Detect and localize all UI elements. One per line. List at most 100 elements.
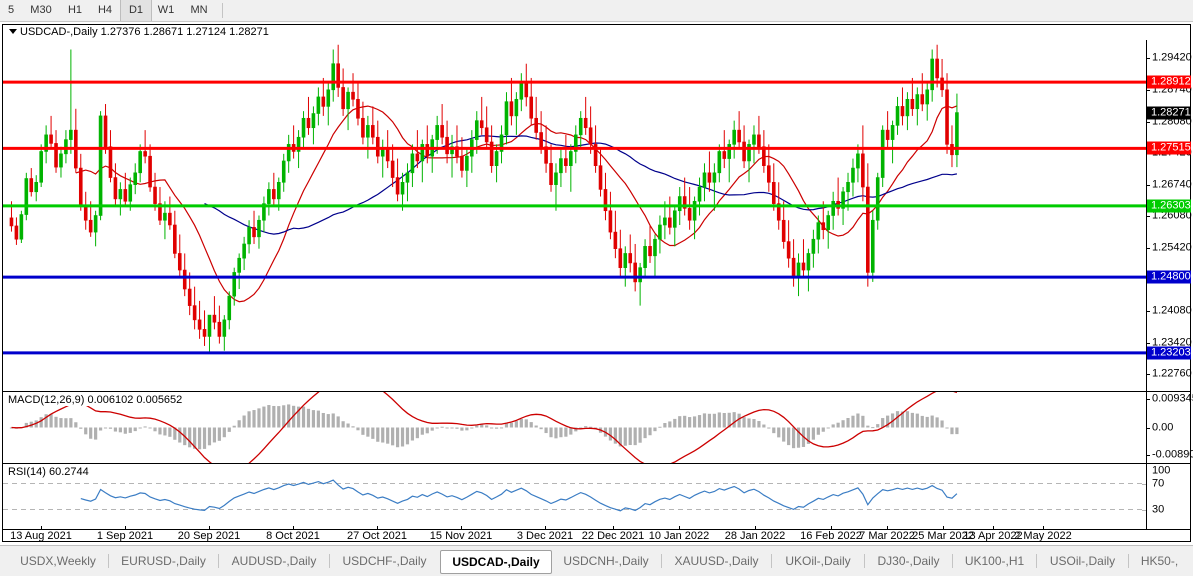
candle-body [762,146,766,166]
price-tick-mark [1147,342,1150,344]
macd-histogram-bar [252,410,256,428]
timeframe-m30[interactable]: M30 [30,4,52,16]
macd-histogram-bar [821,427,825,432]
candle-body [460,155,464,171]
tab-separator [771,554,772,568]
candle-body [816,222,821,240]
macd-histogram-bar [301,406,306,428]
candle-body [405,172,410,183]
price-tick: 1.22760 [1152,367,1192,380]
timeframe-mn[interactable]: MN [190,4,208,16]
chart-tab-usoildaily[interactable]: USOil-,Daily [1049,554,1116,568]
chart-tab-uk100h1[interactable]: UK100-,H1 [964,554,1025,568]
candle-body [499,134,504,152]
macd-histogram-bar [940,420,944,428]
macd-histogram-bar [197,427,202,450]
price-label-resistance-2[interactable]: 1.27515 [1147,141,1191,155]
price-label-support-1[interactable]: 1.24800 [1147,270,1191,284]
macd-histogram-bar [425,427,429,434]
macd-histogram-bar [133,427,137,432]
price-label-resistance-1[interactable]: 1.28912 [1147,75,1191,89]
timeframe-5[interactable]: 5 [7,4,15,16]
candle-body [93,215,98,233]
candle-body [514,98,519,117]
rsi-plot-area[interactable] [3,464,1146,529]
price-tick: 1.26740 [1152,178,1192,191]
macd-histogram-bar [490,427,494,429]
price-plot-area[interactable] [3,40,1146,391]
candle-body [148,155,152,188]
macd-tick-mark [1147,454,1150,456]
macd-histogram-bar [866,425,870,428]
candle-body [311,113,316,129]
candle-body [767,165,771,183]
price-label-current-price[interactable]: 1.28271 [1147,106,1191,120]
macd-histogram-bar [955,427,959,435]
macd-plot-area[interactable] [3,392,1146,463]
chart-tab-xauusddaily[interactable]: XAUUSD-,Daily [674,554,759,568]
chart-tab-usdcaddaily[interactable]: USDCAD-,Daily [440,550,552,574]
candle-body [217,321,222,337]
chart-tab-hk50[interactable]: HK50-, [1140,554,1179,568]
macd-histogram-bar [148,427,152,429]
candle-body [257,219,261,238]
timeframe-d1[interactable]: D1 [120,0,152,21]
macd-histogram-bar [945,427,949,429]
macd-histogram-bar [178,427,182,443]
macd-histogram-bar [138,427,142,429]
candle-body [687,208,692,221]
candle-body [920,94,925,105]
chart-tab-usdcnhdaily[interactable]: USDCNH-,Daily [563,554,649,568]
candle-body [549,163,553,185]
macd-histogram-bar [69,418,73,428]
macd-histogram-bar [688,417,692,428]
macd-tick: 0.00 [1152,421,1174,433]
macd-histogram-bar [732,412,736,428]
candle-body [489,141,494,166]
candle-body [484,127,489,143]
candle-body [232,272,237,297]
candle-body [207,314,212,337]
macd-histogram-bar [544,427,548,434]
chart-tab-dj30daily[interactable]: DJ30-,Daily [877,554,940,568]
date-tick: 1 Sep 2021 [96,530,154,542]
macd-histogram-bar [272,405,276,428]
chart-tab-ukoildaily[interactable]: UKOil-,Daily [785,554,851,568]
timeframe-h4[interactable]: H4 [97,4,113,16]
rsi-tick: 100 [1152,464,1171,477]
macd-histogram-bar [692,416,697,428]
chart-tab-usdchfdaily[interactable]: USDCHF-,Daily [342,554,427,568]
macd-histogram-bar [762,424,766,428]
timeframe-h1[interactable]: H1 [67,4,83,16]
macd-histogram-bar [727,412,731,428]
chart-tab-audusddaily[interactable]: AUDUSD-,Daily [231,554,317,568]
macd-histogram-bar [494,427,499,429]
candle-body [103,115,108,148]
price-label-pivot[interactable]: 1.26303 [1147,199,1191,213]
price-scale[interactable]: 1.294201.287401.280801.274201.267401.260… [1146,40,1192,391]
macd-histogram-bar [153,427,157,432]
chart-tab-eurusddaily[interactable]: EURUSD-,Daily [121,554,206,568]
macd-histogram-bar [232,425,236,428]
candle-body [351,91,355,100]
candle-body [628,253,633,264]
macd-histogram-bar [534,425,538,428]
macd-histogram-bar [831,424,835,428]
triangle-down-icon[interactable] [9,29,17,34]
price-label-support-2[interactable]: 1.23203 [1147,346,1191,360]
timeframe-w1[interactable]: W1 [157,4,175,16]
macd-histogram-bar [212,427,217,443]
macd-histogram-bar [717,412,721,428]
macd-histogram-bar [381,427,385,443]
macd-histogram-bar [668,421,672,428]
macd-tick-mark [1147,427,1150,429]
candle-body [895,106,900,126]
chart-tab-usdxweekly[interactable]: USDX,Weekly [20,554,96,568]
macd-histogram-bar [415,427,419,439]
price-tick: 1.25420 [1152,241,1192,254]
macd-signal-line [11,392,958,463]
date-tick-mark [1043,526,1044,530]
candle-body [603,189,608,212]
macd-histogram-bar [777,427,781,438]
macd-histogram-bar [450,427,454,429]
